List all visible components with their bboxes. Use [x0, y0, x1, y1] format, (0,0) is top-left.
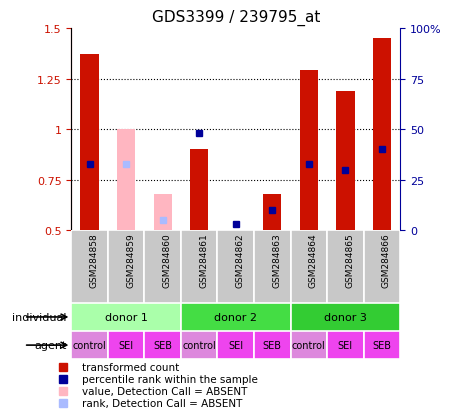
Text: GSM284860: GSM284860: [162, 233, 171, 287]
Text: value, Detection Call = ABSENT: value, Detection Call = ABSENT: [82, 386, 247, 396]
Bar: [372, 39, 390, 231]
Bar: [326, 331, 363, 359]
Bar: [80, 55, 99, 231]
Title: GDS3399 / 239795_at: GDS3399 / 239795_at: [151, 10, 319, 26]
Text: SEI: SEI: [228, 340, 243, 350]
Text: SEB: SEB: [372, 340, 391, 350]
Text: transformed count: transformed count: [82, 362, 179, 372]
Bar: [217, 331, 253, 359]
Bar: [326, 231, 363, 303]
Bar: [180, 231, 217, 303]
Bar: [180, 303, 290, 331]
Bar: [190, 150, 208, 231]
Text: GSM284864: GSM284864: [308, 233, 317, 287]
Text: donor 3: donor 3: [323, 312, 366, 322]
Text: GSM284859: GSM284859: [126, 233, 135, 287]
Text: SEI: SEI: [337, 340, 352, 350]
Text: donor 2: donor 2: [214, 312, 257, 322]
Text: GSM284865: GSM284865: [345, 233, 353, 287]
Bar: [263, 195, 281, 231]
Bar: [363, 231, 399, 303]
Text: SEB: SEB: [153, 340, 172, 350]
Bar: [290, 231, 326, 303]
Bar: [107, 231, 144, 303]
Bar: [71, 231, 107, 303]
Bar: [71, 331, 107, 359]
Bar: [299, 71, 317, 231]
Bar: [153, 195, 171, 231]
Text: control: control: [182, 340, 216, 350]
Text: GSM284862: GSM284862: [235, 233, 244, 287]
Text: rank, Detection Call = ABSENT: rank, Detection Call = ABSENT: [82, 398, 242, 408]
Text: control: control: [291, 340, 325, 350]
Bar: [117, 130, 135, 231]
Bar: [217, 231, 253, 303]
Text: donor 1: donor 1: [105, 312, 147, 322]
Bar: [363, 331, 399, 359]
Text: control: control: [73, 340, 106, 350]
Bar: [71, 303, 180, 331]
Bar: [290, 331, 326, 359]
Text: SEI: SEI: [118, 340, 134, 350]
Text: SEB: SEB: [262, 340, 281, 350]
Text: GSM284858: GSM284858: [90, 233, 98, 287]
Text: GSM284866: GSM284866: [381, 233, 390, 287]
Text: individual: individual: [12, 312, 67, 322]
Bar: [336, 92, 354, 231]
Bar: [253, 331, 290, 359]
Bar: [180, 331, 217, 359]
Bar: [253, 231, 290, 303]
Bar: [107, 331, 144, 359]
Text: GSM284863: GSM284863: [272, 233, 281, 287]
Bar: [144, 331, 180, 359]
Bar: [290, 303, 399, 331]
Text: percentile rank within the sample: percentile rank within the sample: [82, 374, 257, 384]
Text: agent: agent: [34, 340, 67, 350]
Text: GSM284861: GSM284861: [199, 233, 208, 287]
Bar: [144, 231, 180, 303]
